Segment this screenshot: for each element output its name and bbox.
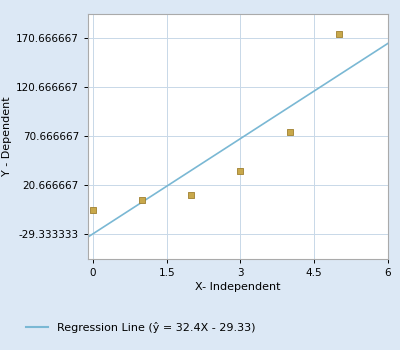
Point: [237, 168, 244, 174]
X-axis label: X- Independent: X- Independent: [195, 282, 281, 292]
Point: [139, 197, 145, 203]
Y-axis label: Y - Dependent: Y - Dependent: [2, 97, 12, 176]
Legend: Regression Line (ŷ = 32.4X - 29.33): Regression Line (ŷ = 32.4X - 29.33): [22, 317, 260, 337]
Point: [188, 193, 194, 198]
Point: [336, 31, 342, 36]
Point: [90, 207, 96, 213]
Point: [286, 129, 293, 134]
